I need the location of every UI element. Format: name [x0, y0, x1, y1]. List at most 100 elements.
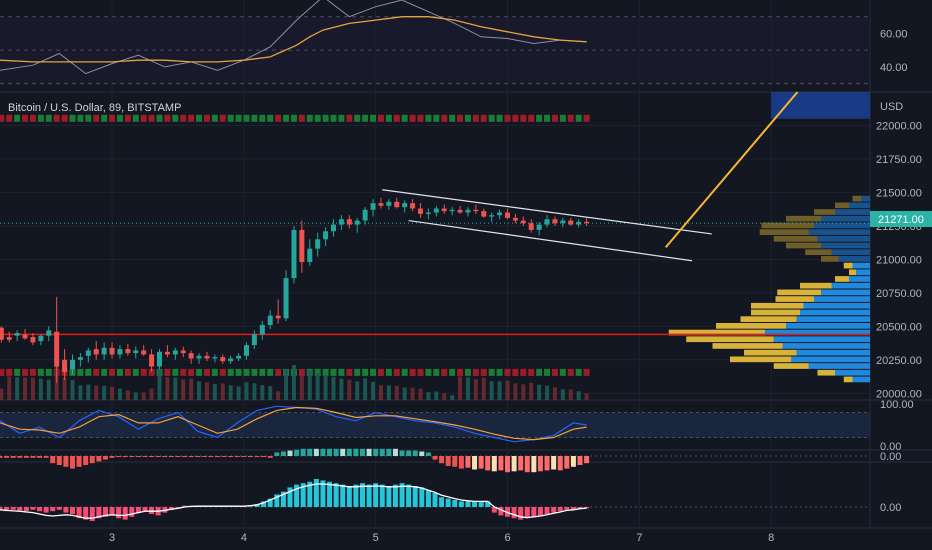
x-tick-label: 3: [109, 532, 115, 544]
candle-body: [544, 219, 550, 225]
trend-strip-cell: [164, 368, 171, 376]
candle-body: [109, 347, 115, 355]
volume-bar: [458, 376, 463, 400]
candle-body: [584, 221, 590, 224]
candle-body: [196, 355, 202, 359]
histogram-2-tick-label: 0.00: [880, 502, 901, 514]
volume-bar: [15, 377, 20, 400]
trend-strip-cell: [267, 114, 274, 122]
histogram-bar: [458, 456, 464, 469]
histogram-bar: [43, 456, 49, 458]
trend-strip-cell: [61, 114, 68, 122]
trend-strip-cell: [354, 368, 361, 376]
trend-strip-cell: [172, 114, 179, 122]
volume-bar: [560, 389, 565, 400]
histogram-bar: [241, 456, 247, 457]
histogram-bar: [366, 448, 372, 456]
volume-profile-bar: [861, 195, 870, 202]
x-tick-label: 4: [241, 532, 247, 544]
volume-profile-bar: [835, 202, 849, 209]
histogram-bar: [254, 456, 260, 457]
histogram-bar: [366, 484, 372, 507]
candle-body: [164, 351, 170, 355]
volume-bar: [442, 393, 447, 400]
candle-body: [410, 203, 416, 209]
histogram-bar: [122, 507, 128, 520]
candle-body: [489, 215, 495, 217]
histogram-bar: [511, 456, 517, 472]
oscillator-fast-line: [0, 0, 587, 75]
projection-line: [664, 91, 799, 248]
trend-strip-cell: [45, 368, 52, 376]
trend-strip-cell: [322, 114, 329, 122]
volume-profile-bar: [817, 369, 835, 376]
histogram-bar: [584, 456, 590, 464]
trend-strip-cell: [22, 368, 29, 376]
volume-bar: [371, 381, 376, 400]
volume-profile-bar: [765, 329, 870, 336]
trend-strip-cell: [116, 114, 123, 122]
candle-body: [228, 358, 234, 362]
channel-upper-line: [382, 189, 712, 235]
histogram-bar: [175, 507, 181, 509]
volume-profile-bar: [849, 202, 870, 209]
histogram-bar: [327, 481, 333, 507]
histogram-bar: [10, 507, 16, 510]
volume-profile-bar: [821, 242, 870, 249]
volume-bar: [86, 384, 91, 400]
currency-label: USD: [880, 101, 903, 113]
trend-strip-cell: [480, 114, 487, 122]
histogram-bar: [96, 507, 102, 519]
histogram-bar: [320, 480, 326, 507]
histogram-bar: [307, 481, 313, 507]
histogram-bar: [445, 456, 451, 466]
histogram-bar: [274, 452, 280, 456]
trend-strip-cell: [385, 368, 392, 376]
volume-profile-bar: [800, 309, 870, 316]
histogram-bar: [208, 456, 214, 457]
trend-strip-cell: [488, 114, 495, 122]
histogram-bar: [76, 507, 82, 519]
volume-bar: [0, 388, 4, 400]
histogram-bar: [505, 456, 510, 473]
histogram-bar: [4, 456, 10, 458]
histogram-bar: [56, 507, 62, 510]
histogram-bar: [498, 507, 504, 516]
volume-profile-bar: [796, 349, 870, 356]
histogram-bar: [577, 456, 583, 465]
volume-bar: [545, 385, 550, 400]
histogram-bar: [570, 507, 576, 510]
histogram-bar: [70, 456, 75, 469]
trend-strip-cell: [0, 368, 5, 376]
histogram-bar: [83, 456, 89, 465]
histogram-bar: [564, 507, 570, 510]
histogram-bar: [386, 486, 392, 507]
histogram-bar: [412, 486, 418, 507]
histogram-bar: [518, 507, 524, 520]
trend-strip-cell: [370, 114, 377, 122]
trend-strip-cell: [544, 114, 551, 122]
trend-strip-cell: [211, 368, 218, 376]
histogram-bar: [537, 456, 543, 472]
trend-strip-cell: [441, 114, 448, 122]
price-tick-label: 21500.00: [876, 187, 922, 199]
histogram-bar: [129, 507, 135, 517]
volume-bar: [220, 383, 225, 400]
candle-body: [449, 209, 455, 212]
histogram-bar: [280, 451, 286, 456]
candle-body: [101, 347, 107, 355]
trend-strip-cell: [504, 114, 511, 122]
histogram-bar: [182, 505, 188, 507]
stochastic-band: [0, 412, 870, 438]
trend-strip-cell: [45, 114, 52, 122]
volume-profile-bar: [796, 316, 870, 322]
volume-profile-bar: [782, 343, 870, 349]
volume-bar: [426, 392, 431, 400]
histogram-bar: [485, 456, 491, 471]
trend-strip-cell: [488, 368, 495, 376]
trend-strip-cell: [37, 368, 44, 376]
trend-strip-cell: [536, 114, 543, 122]
trend-strip-cell: [124, 368, 131, 376]
candle-body: [323, 231, 329, 240]
volume-profile-bar: [821, 215, 870, 222]
